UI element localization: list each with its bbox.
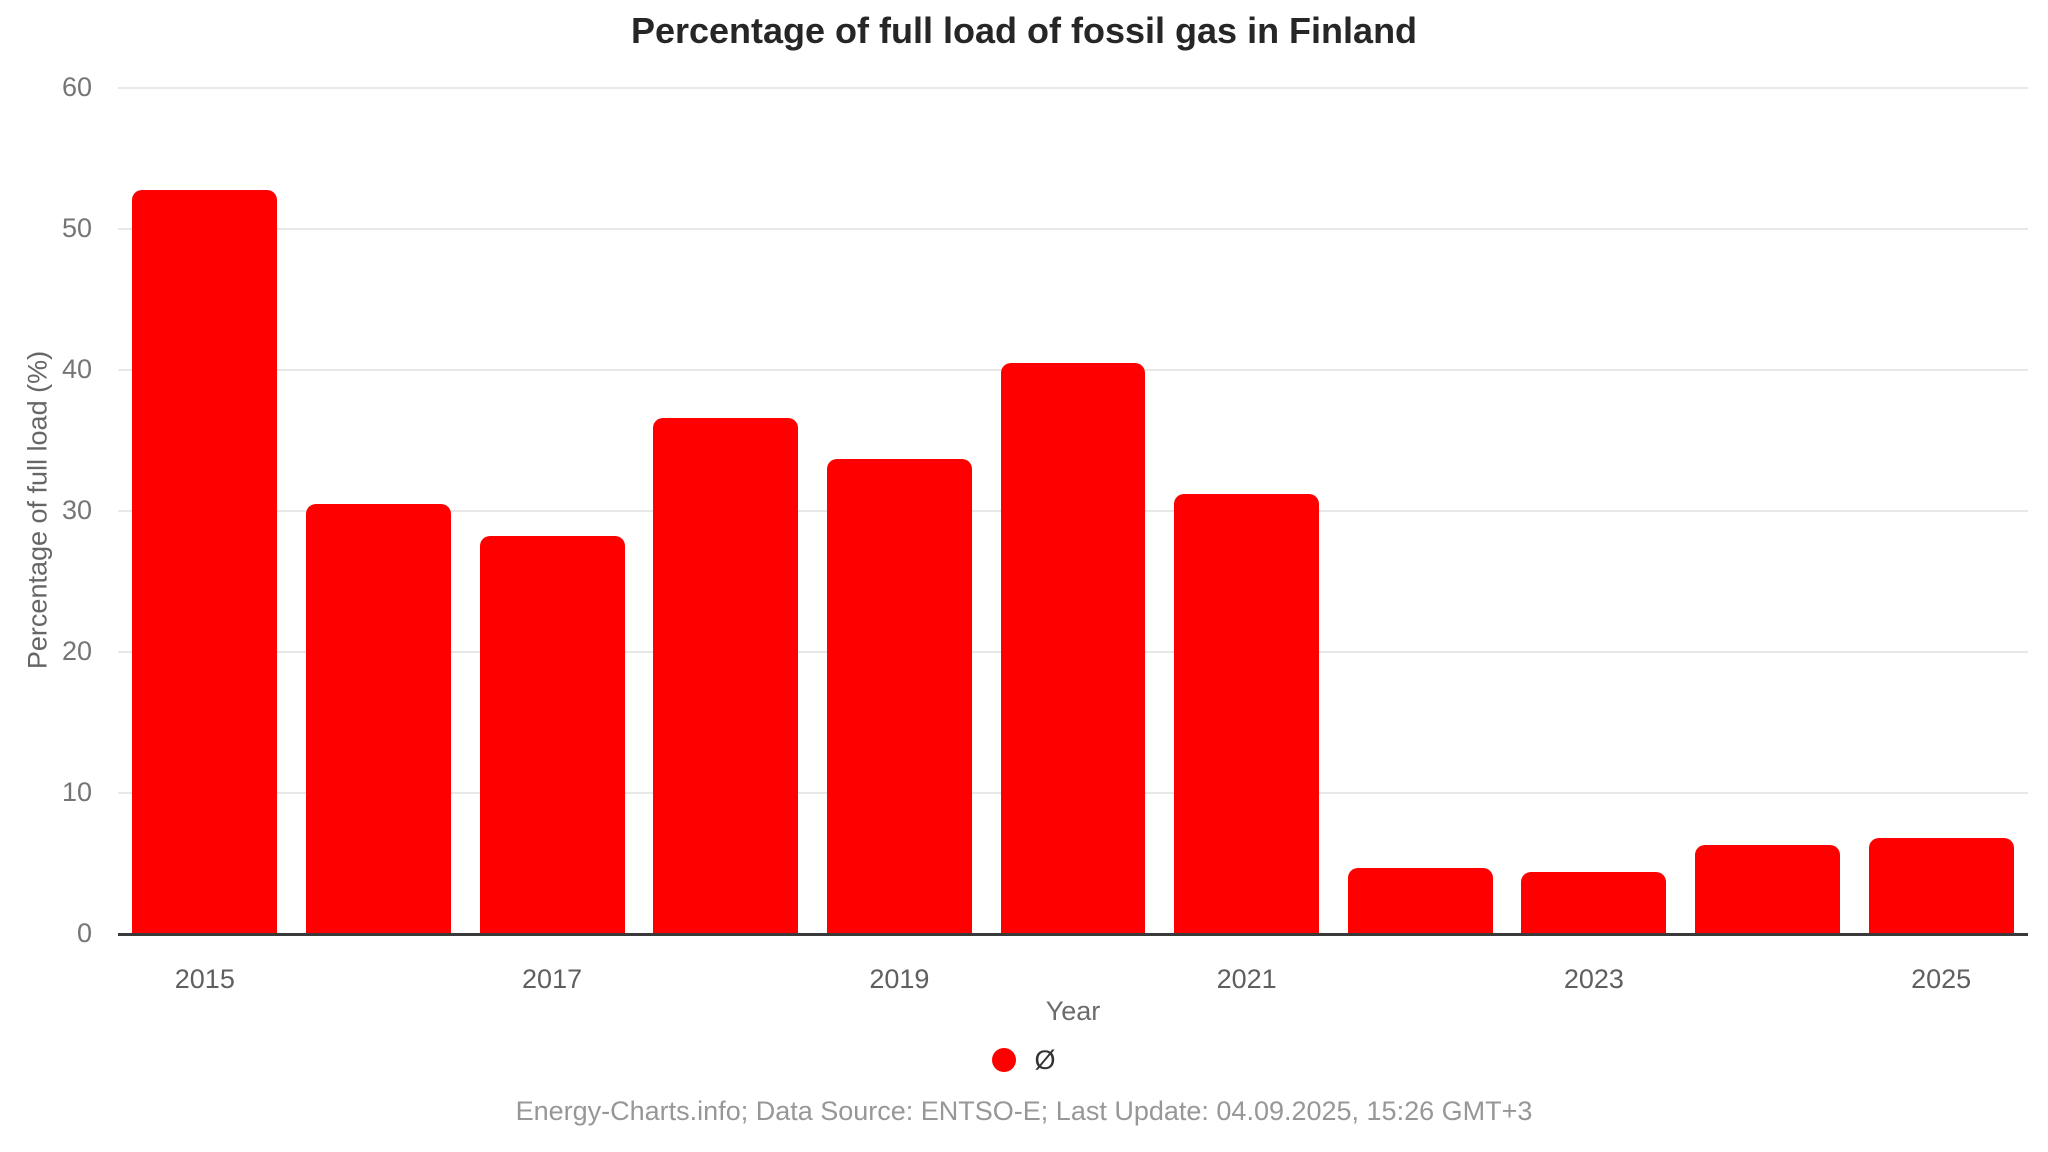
gridline-60 xyxy=(118,87,2028,89)
y-tick-label-10: 10 xyxy=(61,777,92,807)
x-axis-line xyxy=(118,933,2028,936)
legend-series-dot-icon xyxy=(992,1048,1017,1072)
attribution-footer: Energy-Charts.info; Data Source: ENTSO-E… xyxy=(515,1096,1533,1126)
bar-2020[interactable] xyxy=(1000,362,1146,934)
bar-2016[interactable] xyxy=(305,503,451,934)
y-tick-label-40: 40 xyxy=(61,354,92,384)
x-tick-label-2017: 2017 xyxy=(522,964,583,994)
chart-title: Percentage of full load of fossil gas in… xyxy=(630,10,1418,51)
y-tick-label-20: 20 xyxy=(61,636,92,666)
x-tick-label-2015: 2015 xyxy=(174,964,235,994)
bar-2022[interactable] xyxy=(1347,867,1493,934)
legend-series-label: Ø xyxy=(1034,1044,1056,1075)
bar-2021[interactable] xyxy=(1174,494,1320,934)
x-tick-label-2021: 2021 xyxy=(1216,964,1277,994)
bar-2019[interactable] xyxy=(826,458,972,934)
bar-2025[interactable] xyxy=(1868,838,2014,934)
x-axis-title: Year xyxy=(1045,996,1101,1026)
legend[interactable]: Ø xyxy=(0,1042,2048,1078)
y-tick-label-30: 30 xyxy=(61,495,92,525)
gridline-50 xyxy=(118,228,2028,230)
x-tick-label-2019: 2019 xyxy=(869,964,930,994)
x-tick-label-2023: 2023 xyxy=(1563,964,1624,994)
y-tick-label-60: 60 xyxy=(61,72,92,102)
bar-2017[interactable] xyxy=(479,536,625,934)
bar-2024[interactable] xyxy=(1695,845,1841,934)
y-tick-label-50: 50 xyxy=(61,213,92,243)
bar-2023[interactable] xyxy=(1521,871,1667,934)
y-tick-label-0: 0 xyxy=(76,918,92,948)
bar-2015[interactable] xyxy=(132,189,278,934)
x-tick-label-2025: 2025 xyxy=(1911,964,1972,994)
bar-2018[interactable] xyxy=(653,417,799,934)
